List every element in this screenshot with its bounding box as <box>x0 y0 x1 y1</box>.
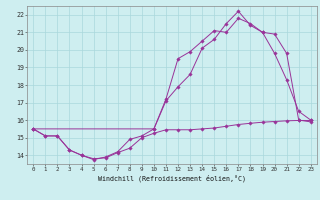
X-axis label: Windchill (Refroidissement éolien,°C): Windchill (Refroidissement éolien,°C) <box>98 174 246 182</box>
